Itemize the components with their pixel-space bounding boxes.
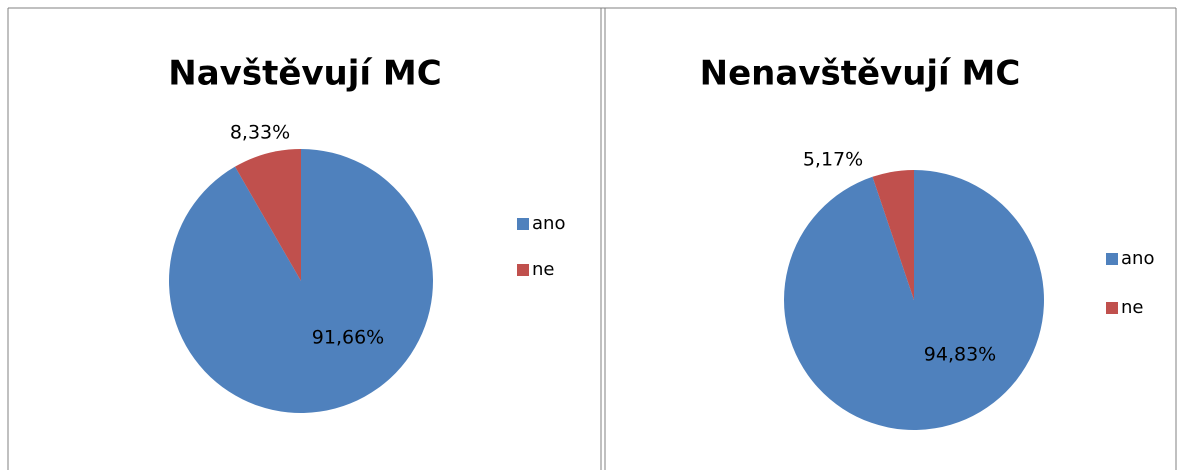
legend-label: ne	[1121, 297, 1143, 318]
legend-swatch	[1106, 253, 1118, 265]
chart-title: Nenavštěvují MC	[700, 54, 1021, 94]
data-label: 91,66%	[312, 327, 384, 349]
data-label: 94,83%	[924, 344, 996, 366]
legend-swatch	[517, 264, 529, 276]
legend-label: ano	[1121, 248, 1154, 269]
legend-swatch	[517, 218, 529, 230]
legend-label: ano	[532, 213, 565, 234]
legend-label: ne	[532, 259, 554, 280]
data-label: 5,17%	[803, 149, 863, 171]
chart-title: Navštěvují MC	[168, 54, 441, 94]
data-label: 8,33%	[230, 122, 290, 144]
legend-swatch	[1106, 302, 1118, 314]
pie-slice	[235, 149, 301, 281]
pie-slice	[169, 149, 434, 414]
pie-slice	[872, 170, 914, 300]
